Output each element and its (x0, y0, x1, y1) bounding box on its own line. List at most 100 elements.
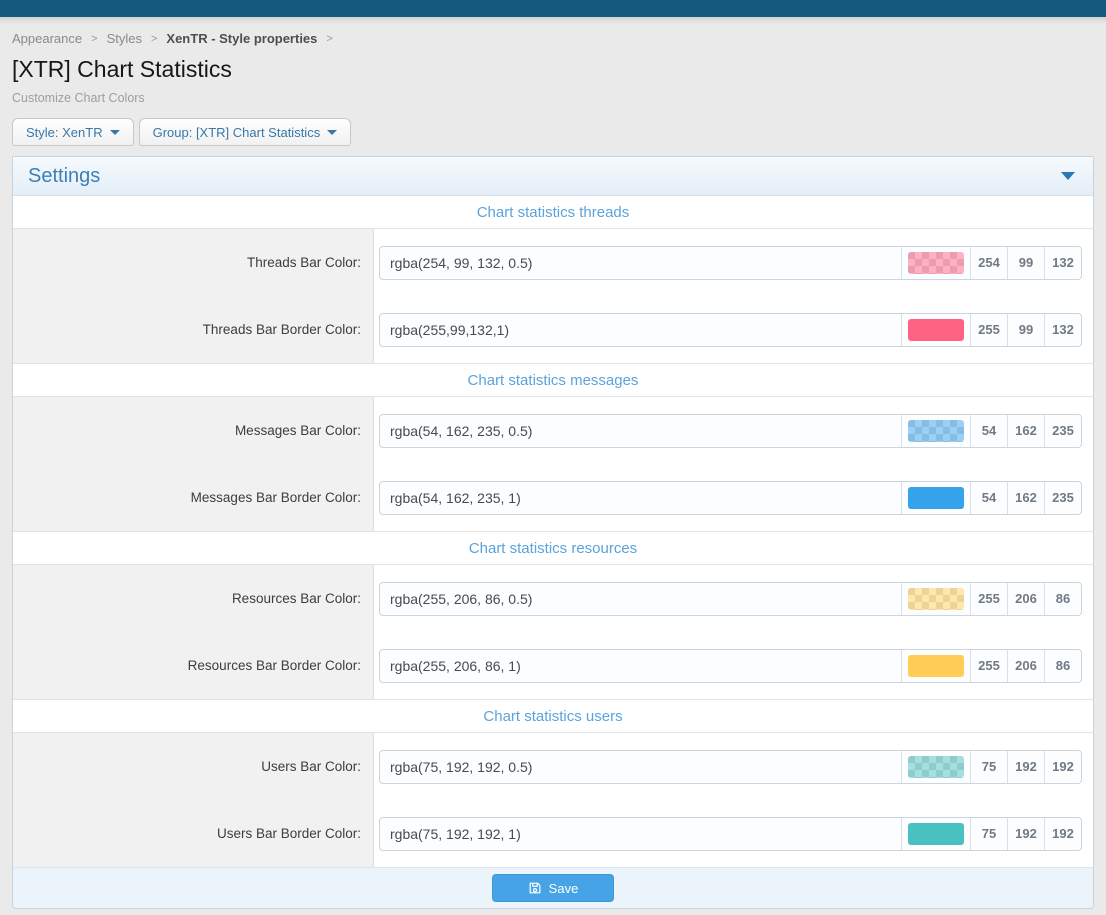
filter-row: Style: XenTR Group: [XTR] Chart Statisti… (12, 118, 1094, 146)
setting-row: 254 99 132 (374, 229, 1093, 296)
color-swatch (908, 486, 964, 509)
color-swatch-cell (901, 817, 970, 850)
color-value-input[interactable] (380, 817, 901, 850)
setting-row: 255 99 132 (374, 296, 1093, 363)
top-bar-shadow (0, 17, 1106, 24)
color-value-input[interactable] (380, 582, 901, 615)
breadcrumb: Appearance > Styles > XenTR - Style prop… (12, 31, 1094, 46)
control-column: 54 162 235 54 162 235 (374, 397, 1093, 531)
page-content: Appearance > Styles > XenTR - Style prop… (0, 31, 1106, 909)
blue-value: 132 (1044, 313, 1081, 346)
color-value-input[interactable] (380, 313, 901, 346)
breadcrumb-link-appearance[interactable]: Appearance (12, 31, 83, 46)
page-title: [XTR] Chart Statistics (12, 56, 232, 82)
color-swatch-cell (901, 414, 970, 447)
blue-value: 86 (1044, 582, 1081, 615)
blue-value: 235 (1044, 414, 1081, 447)
setting-label: Threads Bar Border Color: (202, 322, 361, 337)
color-control: 255 99 132 (379, 312, 1082, 347)
setting-row: 75 192 192 (374, 733, 1093, 800)
breadcrumb-link-styles[interactable]: Styles (106, 31, 142, 46)
section-title: Chart statistics users (13, 700, 1093, 733)
panel-title: Settings (28, 164, 101, 187)
breadcrumb-separator: > (150, 32, 158, 45)
breadcrumb-separator: > (326, 32, 333, 45)
green-value: 162 (1007, 414, 1044, 447)
save-button[interactable]: Save (492, 874, 614, 902)
setting-label: Threads Bar Color: (246, 255, 361, 270)
blue-value: 235 (1044, 481, 1081, 514)
settings-section: Chart statistics messages Messages Bar C… (13, 363, 1093, 531)
color-value-input[interactable] (380, 481, 901, 514)
breadcrumb-link-style-properties[interactable]: XenTR - Style properties (166, 31, 318, 46)
color-control: 54 162 235 (379, 413, 1082, 448)
setting-row: 54 162 235 (374, 397, 1093, 464)
color-control: 75 192 192 (379, 816, 1082, 851)
label-column: Users Bar Color: Users Bar Border Color: (13, 733, 374, 867)
blue-value: 86 (1044, 649, 1081, 682)
color-swatch-cell (901, 313, 970, 346)
setting-label: Users Bar Border Color: (216, 826, 361, 841)
control-column: 254 99 132 255 99 132 (374, 229, 1093, 363)
color-control: 75 192 192 (379, 749, 1082, 784)
green-value: 99 (1007, 246, 1044, 279)
label-column: Messages Bar Color: Messages Bar Border C… (13, 397, 374, 531)
chevron-down-icon (327, 129, 338, 135)
color-value-input[interactable] (380, 649, 901, 682)
panel-footer: Save (13, 867, 1093, 908)
color-swatch-cell (901, 246, 970, 279)
section-body: Messages Bar Color: Messages Bar Border C… (13, 397, 1093, 531)
red-value: 255 (970, 582, 1007, 615)
color-value-input[interactable] (380, 750, 901, 783)
section-body: Threads Bar Color: Threads Bar Border Col… (13, 229, 1093, 363)
color-swatch-cell (901, 582, 970, 615)
settings-panel: Settings Chart statistics threads Thread… (12, 156, 1094, 909)
settings-panel-header[interactable]: Settings (13, 157, 1093, 196)
green-value: 99 (1007, 313, 1044, 346)
label-column: Resources Bar Color: Resources Bar Border… (13, 565, 374, 699)
setting-row: 255 206 86 (374, 632, 1093, 699)
color-swatch (908, 587, 964, 610)
color-swatch (908, 318, 964, 341)
setting-label: Messages Bar Border Color: (190, 490, 361, 505)
red-value: 255 (970, 313, 1007, 346)
color-control: 254 99 132 (379, 245, 1082, 280)
green-value: 206 (1007, 649, 1044, 682)
setting-row: 54 162 235 (374, 464, 1093, 531)
setting-row: 255 206 86 (374, 565, 1093, 632)
floppy-disk-icon (529, 882, 541, 894)
page-subtitle: Customize Chart Colors (12, 91, 145, 105)
control-column: 255 206 86 255 206 86 (374, 565, 1093, 699)
color-swatch (908, 822, 964, 845)
style-dropdown-button[interactable]: Style: XenTR (12, 118, 134, 146)
settings-section: Chart statistics users Users Bar Color: U… (13, 699, 1093, 867)
color-value-input[interactable] (380, 414, 901, 447)
sections-container: Chart statistics threads Threads Bar Col… (13, 196, 1093, 867)
green-value: 192 (1007, 817, 1044, 850)
setting-label: Messages Bar Color: (234, 423, 361, 438)
red-value: 54 (970, 414, 1007, 447)
section-title: Chart statistics messages (13, 364, 1093, 397)
color-swatch (908, 251, 964, 274)
setting-row: 75 192 192 (374, 800, 1093, 867)
color-control: 255 206 86 (379, 648, 1082, 683)
color-swatch-cell (901, 649, 970, 682)
red-value: 75 (970, 817, 1007, 850)
color-swatch-cell (901, 481, 970, 514)
group-dropdown-label: Group: [XTR] Chart Statistics (152, 124, 321, 140)
color-value-input[interactable] (380, 246, 901, 279)
color-swatch (908, 419, 964, 442)
settings-section: Chart statistics resources Resources Bar… (13, 531, 1093, 699)
red-value: 54 (970, 481, 1007, 514)
green-value: 192 (1007, 750, 1044, 783)
section-title: Chart statistics threads (13, 196, 1093, 229)
red-value: 255 (970, 649, 1007, 682)
settings-section: Chart statistics threads Threads Bar Col… (13, 196, 1093, 363)
section-body: Resources Bar Color: Resources Bar Border… (13, 565, 1093, 699)
blue-value: 192 (1044, 817, 1081, 850)
group-dropdown-button[interactable]: Group: [XTR] Chart Statistics (138, 118, 352, 146)
setting-label: Users Bar Color: (261, 759, 361, 774)
collapse-toggle-icon[interactable] (1061, 172, 1075, 180)
control-column: 75 192 192 75 192 192 (374, 733, 1093, 867)
breadcrumb-separator: > (91, 32, 98, 45)
